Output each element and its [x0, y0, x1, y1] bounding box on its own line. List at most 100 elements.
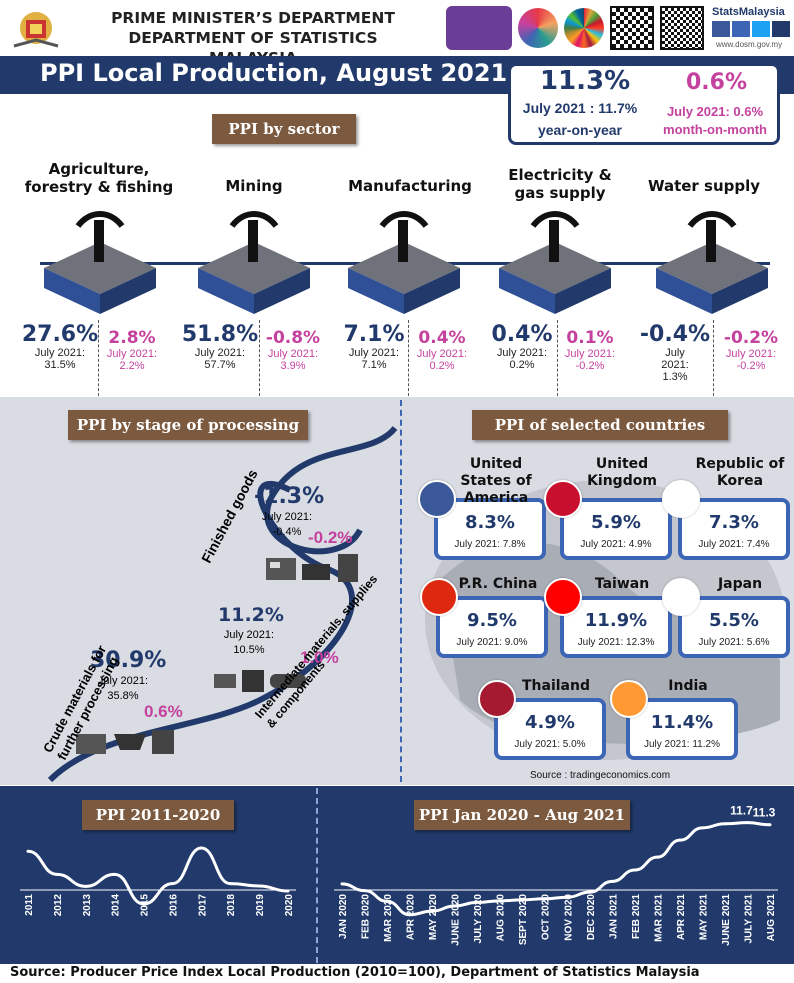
intermediate-yoy: 11.2% — [218, 604, 284, 626]
sector-mom-prev: July 2021: 2.2% — [106, 348, 158, 372]
x-tick-label: 2020 — [284, 894, 295, 917]
x-tick-label: 2011 — [24, 894, 35, 916]
country-value: 8.3% — [465, 512, 515, 533]
sector-label-mining: Mining — [225, 177, 283, 195]
palm-tree-icon — [72, 210, 128, 271]
sector-block — [346, 204, 462, 321]
qr-code-icon[interactable] — [660, 6, 704, 50]
data-label: 11.3 — [753, 806, 776, 820]
x-tick-label: MAR 2021 — [653, 894, 664, 942]
sector-yoy-prev: July 2021: 31.5% — [34, 347, 86, 371]
country-flag-icon — [418, 480, 456, 518]
sector-mom-prev: July 2021: -0.2% — [725, 348, 777, 372]
data-point — [113, 872, 117, 876]
country-value: 11.4% — [650, 712, 714, 733]
sector-mom-prev: July 2021: -0.2% — [564, 348, 616, 372]
census-logo-icon — [446, 6, 512, 50]
x-tick-label: JUNE 2020 — [451, 894, 462, 946]
data-point — [543, 897, 547, 901]
sector-label-agriculture: Agriculture, forestry & fishing — [24, 160, 174, 196]
x-tick-label: 2012 — [53, 894, 64, 917]
x-tick-label: 2019 — [255, 894, 266, 917]
sector-mom-prev: July 2021: 3.9% — [267, 348, 319, 372]
x-tick-label: JULY 2021 — [743, 894, 754, 944]
country-prev: July 2021: 11.2% — [644, 739, 720, 750]
mining-cart-icon — [76, 726, 180, 756]
headline-yoy-value: 11.3% — [540, 66, 631, 96]
x-tick-label: FEB 2020 — [361, 894, 372, 939]
data-label: 11.7 — [730, 804, 753, 818]
sector-yoy-mining: 51.8% July 2021: 57.7% — [180, 322, 260, 371]
twitter-icon[interactable] — [752, 21, 770, 37]
x-tick-label: DEC 2020 — [586, 894, 597, 941]
data-point — [26, 849, 30, 853]
country-card: 11.4% July 2021: 11.2% — [626, 698, 738, 760]
website-url[interactable]: www.dosm.gov.my — [716, 40, 783, 49]
youtube-icon[interactable] — [772, 21, 790, 37]
footer-source: Source: Producer Price Index Local Produ… — [10, 965, 700, 980]
series-line — [27, 846, 289, 906]
sector-mom-value: -0.8% — [265, 328, 321, 348]
x-tick-label: AUG 2021 — [766, 894, 777, 942]
qr-code-icon[interactable] — [610, 6, 654, 50]
pylon-icon — [527, 210, 583, 271]
data-point — [55, 872, 59, 876]
sector-block — [497, 204, 613, 321]
data-point — [745, 821, 749, 825]
sector-mom-value: -0.2% — [723, 328, 779, 348]
chip-icon — [214, 668, 310, 694]
instagram-icon[interactable] — [732, 21, 750, 37]
country-flag-icon — [420, 578, 458, 616]
country-prev: July 2021: 5.6% — [698, 637, 770, 648]
sector-mom-value: 0.4% — [418, 328, 466, 348]
sector-yoy-value: 51.8% — [181, 322, 259, 347]
x-tick-label: JAN 2020 — [338, 894, 349, 939]
data-point — [610, 879, 614, 883]
x-tick-label: APR 2020 — [406, 894, 417, 941]
data-point — [633, 868, 637, 872]
intermediate-mom: 1.0% — [300, 648, 339, 667]
headline-yoy-prev: July 2021 : 11.7% — [522, 100, 638, 116]
social-icons[interactable] — [712, 21, 790, 37]
headline-mom-prev: July 2021: 0.6% — [666, 104, 764, 119]
country-value: 5.5% — [709, 610, 759, 631]
facebook-icon[interactable] — [712, 21, 730, 37]
sector-yoy-value: -0.4% — [639, 322, 711, 347]
country-prev: July 2021: 5.0% — [514, 739, 586, 750]
sector-yoy-manufacturing: 7.1% July 2021: 7.1% — [336, 322, 412, 371]
data-point — [768, 823, 772, 827]
header-line1: PRIME MINISTER’S DEPARTMENT — [111, 9, 395, 27]
data-point — [475, 900, 479, 904]
sector-yoy-value: 27.6% — [21, 322, 99, 347]
country-flag-icon — [662, 480, 700, 518]
country-name: United States of America — [460, 456, 532, 506]
x-tick-label: FEB 2021 — [631, 894, 642, 939]
country-name: United Kingdom — [587, 456, 657, 489]
sector-mom-prev: July 2021: 0.2% — [416, 348, 468, 372]
sector-mom-value: 2.8% — [108, 328, 156, 348]
x-tick-label: MAY 2020 — [428, 894, 439, 941]
sector-mom-value: 0.1% — [566, 328, 614, 348]
data-point — [286, 889, 290, 893]
sector-block — [196, 204, 312, 321]
country-name: India — [668, 678, 708, 694]
sector-yoy-agriculture: 27.6% July 2021: 31.5% — [20, 322, 100, 371]
office-desk-icon — [266, 554, 362, 584]
divider — [259, 320, 260, 396]
finished-mom: -0.2% — [308, 528, 353, 547]
data-point — [520, 898, 524, 902]
x-tick-label: 2014 — [111, 894, 122, 917]
data-point — [363, 889, 367, 893]
sector-mom-manufacturing: 0.4% July 2021: 0.2% — [410, 328, 474, 372]
headline-box — [508, 63, 780, 145]
intermediate-prev: July 2021: 10.5% — [223, 629, 275, 656]
data-point — [588, 890, 592, 894]
header-title: PRIME MINISTER’S DEPARTMENT DEPARTMENT O… — [88, 8, 418, 68]
sector-yoy-prev: July 2021: 57.7% — [194, 347, 246, 371]
middle-divider — [400, 400, 402, 782]
data-point — [498, 899, 502, 903]
x-tick-label: 2018 — [226, 894, 237, 917]
x-tick-label: 2017 — [197, 894, 208, 917]
country-prev: July 2021: 12.3% — [577, 637, 655, 648]
finished-yoy: -1.3% — [254, 484, 325, 509]
